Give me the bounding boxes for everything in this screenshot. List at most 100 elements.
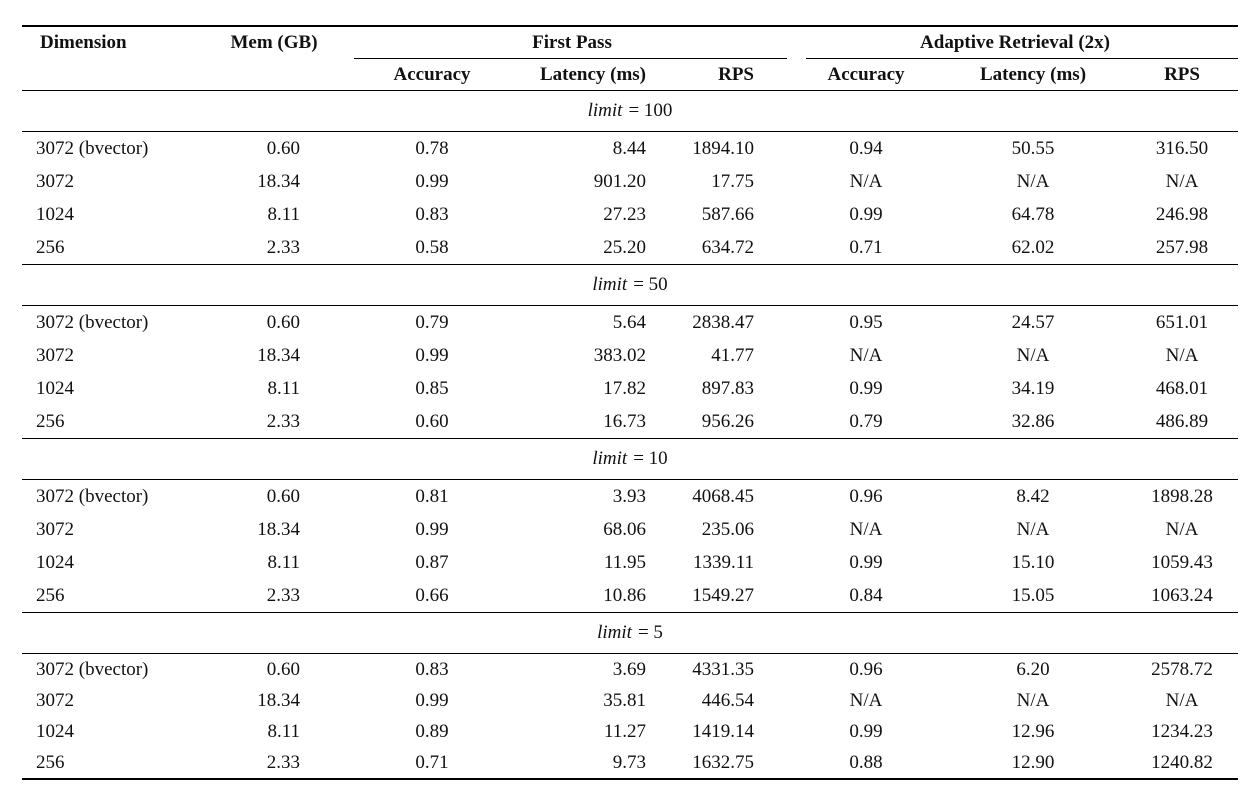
cell-dimension: 3072 (bvector) (36, 658, 149, 680)
cell-mem: 18.34 (196, 513, 352, 546)
cell-mem-value: 18.34 (257, 689, 300, 711)
cell-mem: 2.33 (196, 405, 352, 439)
cell-fp-accuracy: 0.81 (415, 485, 449, 507)
table-subheader-row: Accuracy Latency (ms) RPS Accuracy Laten… (22, 59, 1239, 91)
cell-dimension: 3072 (36, 344, 74, 366)
cell-fp-rps: 4068.45 (692, 485, 754, 507)
cell-mem-value: 8.11 (267, 377, 300, 399)
cell-fp-accuracy: 0.78 (415, 137, 449, 159)
table-row: 3072 (bvector) 0.60 0.78 8.44 1894.10 0.… (22, 132, 1238, 166)
table-row: 3072 18.34 0.99 901.20 17.75 N/A N/A N/A (22, 165, 1238, 198)
cell-ar-rps: N/A (1165, 689, 1199, 711)
cell-ar-rps: N/A (1165, 170, 1199, 192)
cell-mem: 18.34 (196, 339, 352, 372)
table-row: 3072 18.34 0.99 383.02 41.77 N/A N/A N/A (22, 339, 1238, 372)
cell-ar-accuracy: N/A (849, 170, 883, 192)
cell-ar-rps: 1234.23 (1151, 720, 1213, 742)
table-row: 3072 18.34 0.99 68.06 235.06 N/A N/A N/A (22, 513, 1238, 546)
limit-word: limit (597, 622, 632, 643)
cell-ar-accuracy: 0.96 (849, 658, 883, 680)
cell-ar-rps: 1063.24 (1151, 584, 1213, 606)
subcol-header-fp-accuracy: Accuracy (352, 59, 512, 91)
cell-ar-latency: N/A (1016, 170, 1050, 192)
table-row: 256 2.33 0.66 10.86 1549.27 0.84 15.05 1… (22, 579, 1238, 613)
col-header-dimension: Dimension (40, 32, 127, 53)
cell-ar-accuracy: 0.99 (849, 720, 883, 742)
cell-ar-accuracy: 0.99 (849, 551, 883, 573)
cell-mem-value: 18.34 (257, 170, 300, 192)
cell-dimension: 1024 (36, 203, 74, 225)
cell-fp-latency: 25.20 (603, 236, 646, 258)
cell-fp-latency: 3.69 (612, 658, 646, 680)
cell-mem-value: 2.33 (266, 751, 300, 773)
section-header-cell: limit = 100 (22, 90, 1239, 132)
cell-fp-rps: 1549.27 (692, 584, 754, 606)
cell-dimension: 3072 (bvector) (36, 311, 149, 333)
cell-ar-rps: 1898.28 (1151, 485, 1213, 507)
cell-mem-value: 0.60 (266, 485, 300, 507)
cell-fp-rps: 1339.11 (692, 551, 754, 573)
cell-fp-rps: 41.77 (711, 344, 754, 366)
cell-dimension: 3072 (36, 518, 74, 540)
cell-dimension: 1024 (36, 551, 74, 573)
cell-mem: 8.11 (196, 716, 352, 747)
cell-mem: 2.33 (196, 231, 352, 265)
cell-dimension: 256 (36, 236, 65, 258)
table-row: 1024 8.11 0.83 27.23 587.66 0.99 64.78 2… (22, 198, 1238, 231)
cell-ar-rps: 486.89 (1155, 410, 1209, 432)
benchmark-table: Dimension Mem (GB) First Pass Adaptive R… (22, 25, 1239, 780)
cell-fp-accuracy: 0.60 (415, 410, 449, 432)
cell-ar-accuracy: 0.95 (849, 311, 883, 333)
cell-ar-latency: 50.55 (1011, 137, 1055, 159)
cell-fp-accuracy: 0.66 (415, 584, 449, 606)
cell-mem-value: 8.11 (267, 203, 300, 225)
cell-mem-value: 2.33 (266, 410, 300, 432)
cell-mem: 0.60 (196, 306, 352, 340)
cell-ar-latency: 15.10 (1011, 551, 1055, 573)
group-header-first-pass: First Pass (352, 26, 792, 59)
cell-fp-accuracy: 0.87 (415, 551, 449, 573)
cell-ar-accuracy: N/A (849, 344, 883, 366)
cell-ar-accuracy: 0.88 (849, 751, 883, 773)
cell-ar-accuracy: 0.96 (849, 485, 883, 507)
cell-ar-latency: 62.02 (1011, 236, 1055, 258)
limit-word: limit (592, 274, 628, 295)
subcol-header-fp-latency: Latency (ms) (512, 59, 662, 91)
subheader-spacer (196, 59, 352, 91)
cell-fp-accuracy: 0.99 (415, 518, 449, 540)
cell-fp-accuracy: 0.99 (415, 689, 449, 711)
cell-dimension: 256 (36, 410, 65, 432)
cell-dimension: 1024 (36, 720, 74, 742)
cell-ar-latency: 15.05 (1011, 584, 1055, 606)
table-row: 3072 (bvector) 0.60 0.81 3.93 4068.45 0.… (22, 480, 1238, 514)
cell-mem-value: 2.33 (266, 236, 300, 258)
cell-ar-latency: 12.96 (1011, 720, 1055, 742)
cell-fp-accuracy: 0.99 (415, 170, 449, 192)
cell-ar-latency: 32.86 (1011, 410, 1055, 432)
cell-fp-latency: 383.02 (593, 344, 646, 366)
cell-fp-accuracy: 0.58 (415, 236, 449, 258)
cell-ar-accuracy: N/A (849, 518, 883, 540)
limit-value: = 50 (633, 274, 668, 295)
table-row: 3072 (bvector) 0.60 0.79 5.64 2838.47 0.… (22, 306, 1238, 340)
cell-fp-accuracy: 0.83 (415, 658, 449, 680)
cell-ar-rps: 316.50 (1155, 137, 1209, 159)
subcol-header-fp-rps: RPS (662, 59, 792, 91)
cell-ar-latency: 34.19 (1011, 377, 1055, 399)
section-header-cell: limit = 50 (22, 264, 1239, 306)
cell-mem-value: 8.11 (267, 551, 300, 573)
cell-fp-rps: 634.72 (701, 236, 754, 258)
cell-fp-latency: 11.27 (603, 720, 646, 742)
section-header-limit-100: limit = 100 (22, 90, 1239, 132)
cell-fp-latency: 16.73 (603, 410, 646, 432)
subcol-header-ar-accuracy: Accuracy (792, 59, 940, 91)
cell-fp-accuracy: 0.99 (415, 344, 449, 366)
cell-dimension: 3072 (bvector) (36, 485, 149, 507)
group-header-adaptive-retrieval: Adaptive Retrieval (2x) (792, 26, 1239, 59)
subcol-header-ar-rps: RPS (1126, 59, 1239, 91)
cell-ar-latency: N/A (1016, 689, 1050, 711)
cell-mem-value: 0.60 (266, 658, 300, 680)
cell-ar-accuracy: 0.94 (849, 137, 883, 159)
cell-fp-accuracy: 0.71 (415, 751, 449, 773)
